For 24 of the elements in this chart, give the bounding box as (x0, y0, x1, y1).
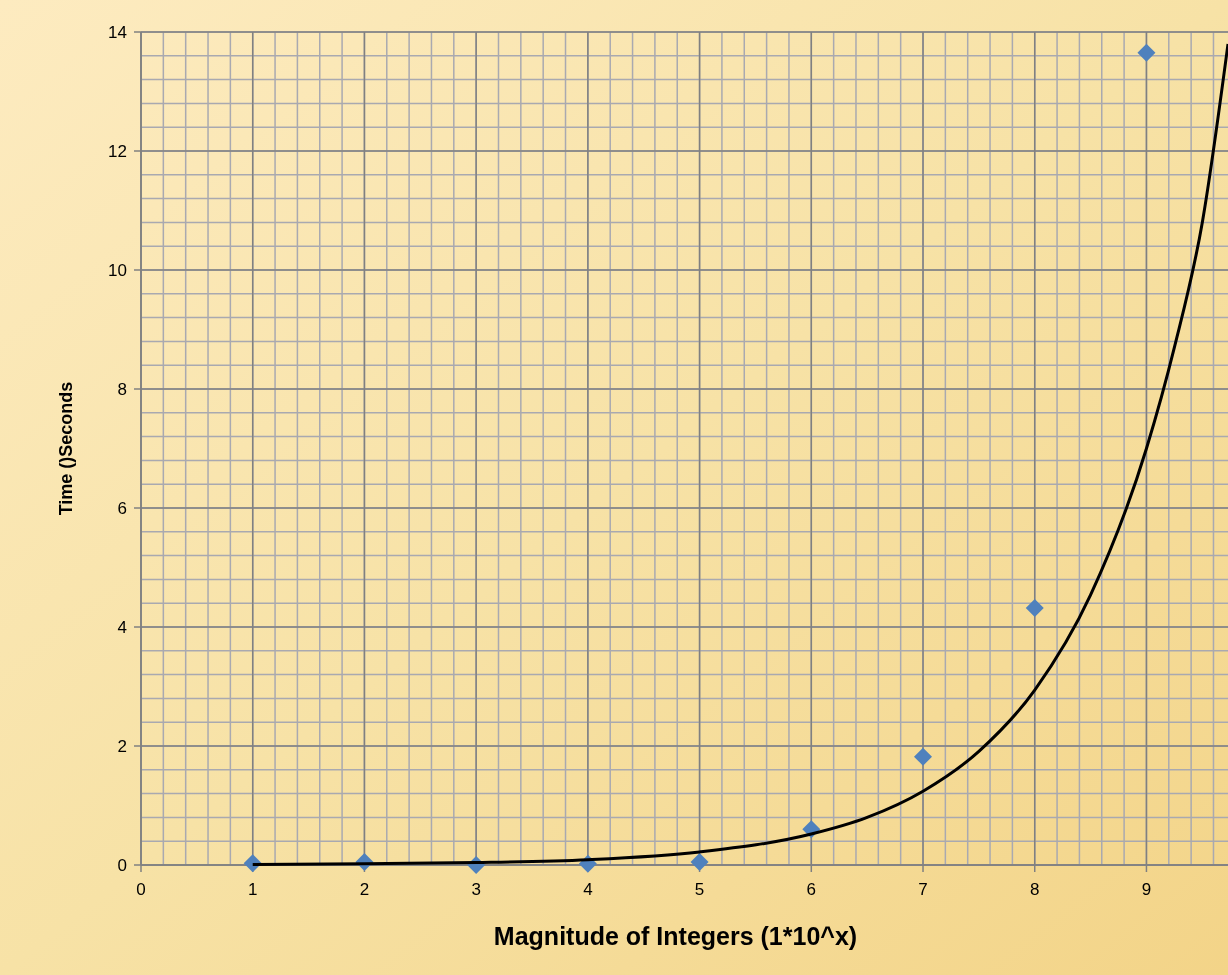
x-tick-label: 7 (918, 880, 928, 899)
x-tick-label: 3 (471, 880, 481, 899)
y-tick-label: 2 (117, 737, 127, 756)
x-axis-title: Magnitude of Integers (1*10^x) (493, 922, 858, 950)
point (690, 853, 709, 872)
y-tick-label: 10 (108, 261, 127, 280)
x-tick-label: 0 (136, 880, 146, 899)
x-tick-label: 5 (694, 880, 705, 899)
y-tick-label: 14 (108, 23, 127, 42)
x-tick-label: 4 (583, 880, 593, 899)
y-tick-label: 4 (117, 618, 127, 637)
x-tick-label: 1 (247, 880, 258, 899)
y-tick-label: 0 (117, 856, 127, 875)
y-tick-label: 6 (117, 499, 127, 518)
point (914, 747, 933, 766)
point (1137, 43, 1156, 62)
x-tick-label: 2 (359, 880, 370, 899)
x-tick-label: 8 (1030, 880, 1040, 899)
x-tick-label: 6 (806, 880, 817, 899)
x-tick-label: 9 (1141, 880, 1152, 899)
point (1025, 598, 1044, 617)
y-tick-label: 12 (108, 142, 127, 161)
y-tick-label: 8 (117, 380, 127, 399)
y-axis-title: Time ()Seconds (56, 381, 76, 516)
